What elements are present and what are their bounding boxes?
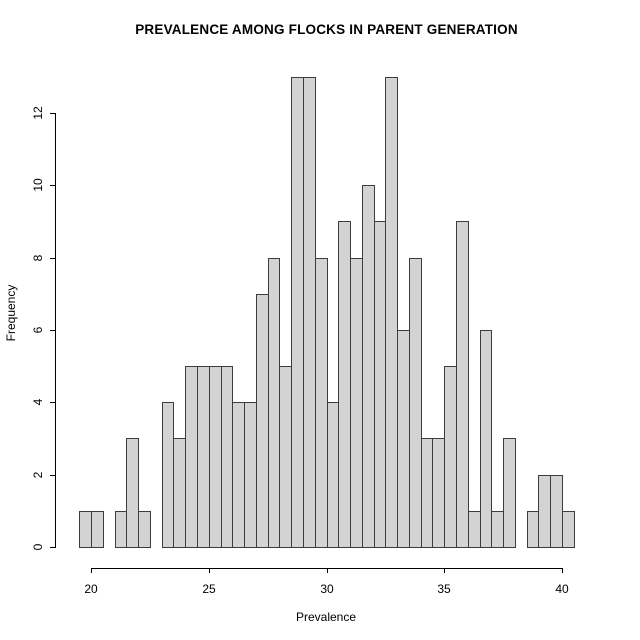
- y-axis-tick: [50, 258, 55, 259]
- y-axis-tick: [50, 547, 55, 548]
- y-axis-tick: [50, 475, 55, 476]
- y-tick-label: 12: [31, 106, 45, 120]
- y-tick-label: 0: [31, 543, 45, 551]
- y-axis-tick: [50, 113, 55, 114]
- histogram-bar: [409, 258, 422, 548]
- y-tick-label: 8: [31, 254, 45, 262]
- y-tick-label: 6: [31, 326, 45, 334]
- x-axis-tick: [91, 568, 92, 573]
- histogram-bar: [91, 511, 104, 548]
- histogram-bar: [385, 77, 398, 548]
- histogram-bar: [138, 511, 151, 548]
- y-axis-tick: [50, 402, 55, 403]
- histogram-bar: [503, 438, 516, 548]
- histogram-bar: [456, 221, 469, 548]
- chart-title: PREVALENCE AMONG FLOCKS IN PARENT GENERA…: [135, 22, 518, 37]
- x-tick-label: 25: [202, 582, 216, 596]
- y-tick-label: 2: [31, 471, 45, 479]
- x-axis-tick: [209, 568, 210, 573]
- y-tick-label: 4: [31, 398, 45, 406]
- y-axis-line: [55, 113, 56, 548]
- x-axis-tick: [327, 568, 328, 573]
- x-tick-label: 35: [437, 582, 451, 596]
- x-axis-tick: [444, 568, 445, 573]
- x-axis-label: Prevalence: [295, 610, 357, 624]
- histogram-bar: [480, 330, 492, 548]
- y-axis-tick: [50, 330, 55, 331]
- x-tick-label: 20: [84, 582, 98, 596]
- x-tick-label: 30: [320, 582, 334, 596]
- y-tick-label: 10: [31, 178, 45, 192]
- histogram-bar: [562, 511, 575, 548]
- y-axis-tick: [50, 185, 55, 186]
- x-axis-tick: [562, 568, 563, 573]
- y-axis-label: Frequency: [4, 284, 18, 342]
- histogram-bar: [126, 438, 139, 548]
- x-tick-label: 40: [555, 582, 569, 596]
